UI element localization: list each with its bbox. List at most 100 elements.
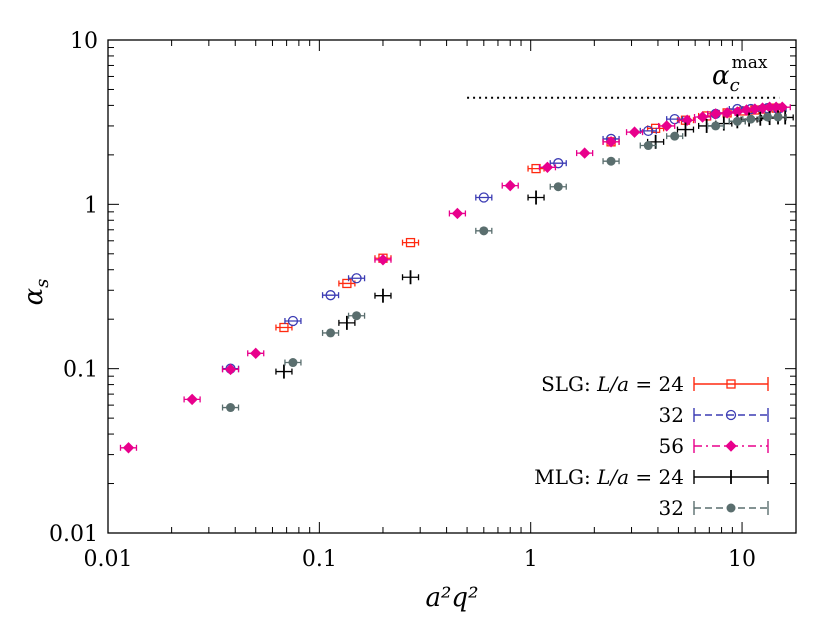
- point-marker: [681, 114, 693, 126]
- marker-dot: [746, 114, 756, 124]
- data-point: [475, 192, 493, 203]
- alpha-c-max-base: α: [712, 61, 730, 91]
- marker-diamond: [605, 136, 617, 148]
- marker-circle: [725, 409, 737, 421]
- data-point: [527, 163, 545, 174]
- legend-label: 56: [659, 434, 684, 458]
- marker-dot: [352, 311, 362, 321]
- x-tick-label: 1: [524, 547, 538, 572]
- point-marker: [224, 363, 237, 376]
- marker-circle: [351, 273, 362, 284]
- legend-row-3: 56: [659, 434, 769, 458]
- point-marker: [186, 393, 198, 406]
- marker-dot: [606, 156, 616, 166]
- data-point: [221, 403, 240, 413]
- data-point: [284, 358, 302, 368]
- marker-diamond: [721, 107, 733, 119]
- legend-row-2: 32: [659, 403, 769, 427]
- marker-square: [342, 278, 352, 289]
- marker-square: [279, 322, 289, 333]
- marker-dot: [288, 358, 298, 368]
- legend-marker: [725, 409, 737, 421]
- marker-dot: [670, 131, 680, 141]
- point-marker: [250, 347, 262, 360]
- data-series: [119, 101, 794, 454]
- data-point: [706, 121, 725, 131]
- point-marker: [451, 207, 464, 220]
- point-marker: [553, 182, 563, 192]
- legend-prefix: SLG:: [541, 372, 597, 396]
- y-tick-label: 0.1: [63, 358, 98, 383]
- x-tick-label: 10: [728, 547, 756, 572]
- legend-marker: [725, 440, 737, 452]
- series-1: [275, 103, 785, 333]
- marker-dot: [732, 116, 742, 126]
- point-marker: [504, 179, 516, 192]
- legend-eq: 32: [659, 403, 684, 427]
- data-point: [247, 347, 265, 360]
- point-marker: [606, 156, 616, 166]
- data-point: [773, 101, 791, 113]
- data-point: [769, 112, 787, 122]
- legend-var: L/a: [596, 465, 629, 489]
- point-marker: [773, 112, 783, 122]
- legend-row-4: MLG: L/a = 24: [534, 465, 769, 489]
- data-point: [678, 114, 696, 126]
- point-marker: [122, 442, 135, 454]
- alpha-c-max-annotation: αcmax: [467, 53, 780, 99]
- legend-marker: [726, 503, 736, 513]
- legend-label: 32: [659, 496, 684, 520]
- data-point: [742, 114, 760, 124]
- legend-row-5: 32: [659, 496, 769, 520]
- marker-diamond: [541, 161, 554, 174]
- y-axis-title-base: α: [19, 287, 49, 305]
- data-point: [338, 315, 356, 330]
- data-point: [475, 226, 493, 236]
- data-point: [658, 120, 676, 132]
- alpha-c-max-label: αcmax: [712, 53, 768, 96]
- point-marker: [377, 254, 389, 266]
- point-marker: [643, 125, 654, 137]
- point-marker: [279, 322, 289, 333]
- data-point: [549, 158, 567, 169]
- data-point: [639, 141, 657, 151]
- point-marker: [405, 237, 416, 248]
- axis-ticks: [107, 39, 796, 534]
- data-point: [338, 278, 356, 289]
- data-point: [221, 363, 240, 376]
- series-2: [221, 102, 787, 374]
- point-marker: [732, 116, 742, 126]
- data-point: [501, 179, 519, 192]
- legend-row-1: SLG: L/a = 24: [541, 372, 769, 396]
- point-marker: [325, 290, 336, 301]
- marker-square: [405, 237, 416, 248]
- tick-labels: 0.01 0.1 1 10 0.01 0.1 1 10: [49, 29, 756, 572]
- marker-diamond: [451, 207, 464, 220]
- data-point: [576, 147, 594, 159]
- marker-diamond: [122, 442, 135, 454]
- point-marker: [326, 328, 336, 338]
- data-point: [676, 122, 695, 137]
- point-marker: [776, 101, 788, 113]
- legend-label: SLG: L/a = 24: [541, 372, 684, 396]
- point-marker: [711, 121, 721, 131]
- legend: SLG: L/a = 24 32 56 MLG: L/a = 24 32: [534, 372, 769, 520]
- point-marker: [288, 358, 298, 368]
- y-tick-label: 10: [70, 29, 98, 54]
- marker-circle: [287, 315, 299, 327]
- point-marker: [351, 273, 362, 284]
- point-marker: [643, 141, 653, 151]
- marker-dot: [553, 182, 563, 192]
- data-point: [321, 290, 340, 301]
- data-point: [666, 113, 684, 125]
- data-point: [666, 131, 684, 141]
- point-marker: [660, 120, 673, 132]
- y-axis-title-sub: s: [32, 279, 53, 288]
- alpha-c-max-sup: max: [732, 53, 768, 73]
- data-point: [347, 273, 366, 284]
- legend-eq: = 24: [629, 372, 684, 396]
- x-axis-title: a²q²: [426, 583, 479, 613]
- marker-circle: [325, 290, 336, 301]
- y-tick-label: 0.01: [49, 522, 98, 547]
